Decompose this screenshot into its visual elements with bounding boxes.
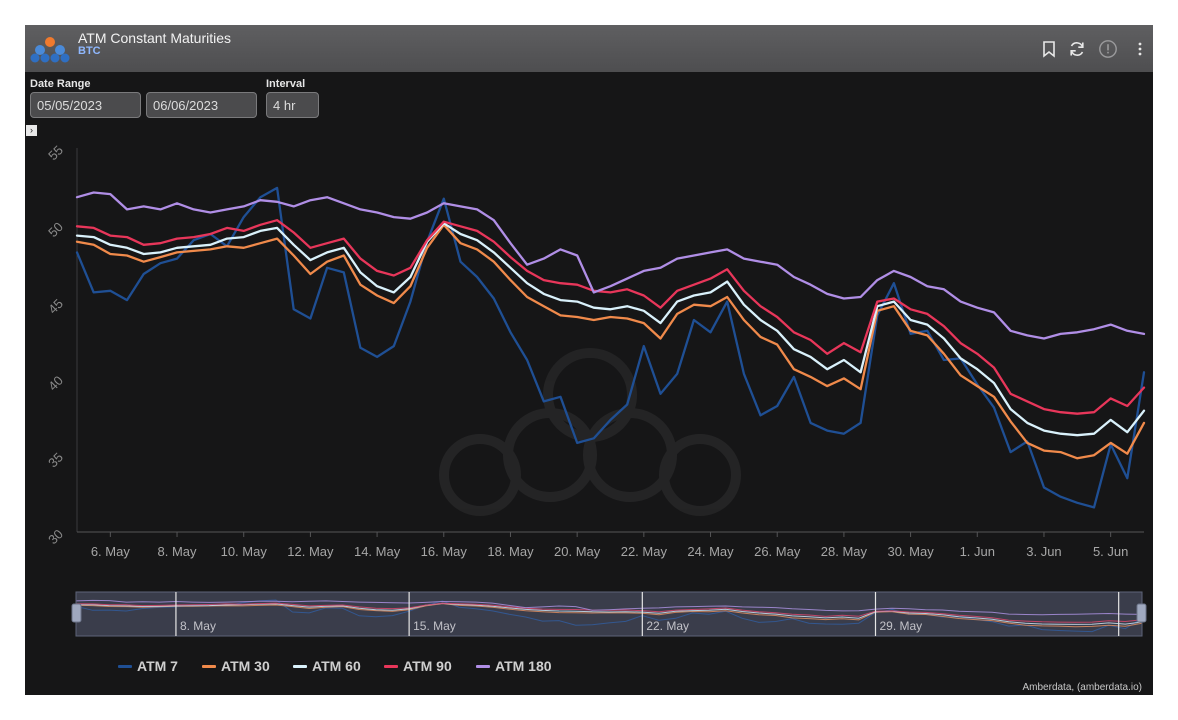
legend-label: ATM 90: [403, 658, 452, 674]
y-axis: 30 35 40 45 50 55: [45, 142, 66, 547]
y-tick-label: 40: [45, 373, 66, 394]
iv-line-chart: 30 35 40 45 50 55 6. May 8. May 10. May 12. May 1…: [45, 142, 1147, 637]
y-tick-label: 35: [45, 450, 66, 471]
navigator-background: [76, 592, 1142, 636]
legend-label: ATM 7: [137, 658, 178, 674]
x-tick-label: 5. Jun: [1093, 544, 1128, 559]
info-icon[interactable]: [1098, 39, 1118, 59]
y-tick-label: 50: [45, 219, 66, 240]
navigator-series-atm-60: [75, 602, 1143, 625]
x-tick-label: 3. Jun: [1026, 544, 1061, 559]
x-tick-label: 24. May: [687, 544, 734, 559]
widget-frame: ATM Constant Maturities BTC Date Range 0…: [25, 25, 1153, 695]
plot-grid: [76, 148, 1144, 533]
navigator-series-atm-30: [75, 603, 1143, 628]
legend-swatch: [118, 665, 132, 668]
watermark-logo: [439, 348, 741, 516]
x-tick-label: 16. May: [421, 544, 468, 559]
legend-swatch: [202, 665, 216, 668]
series-line-atm-7: [75, 186, 1146, 509]
series-line-atm-60: [75, 222, 1146, 437]
x-tick-label: 20. May: [554, 544, 601, 559]
interval-select[interactable]: 4 hr: [266, 92, 319, 118]
y-tick-label: 30: [45, 526, 66, 547]
title-bar: ATM Constant Maturities BTC: [25, 25, 1153, 72]
series-line-atm-30: [75, 223, 1146, 460]
legend-swatch: [476, 665, 490, 668]
refresh-icon[interactable]: [1067, 39, 1087, 59]
navigator-series: [75, 599, 1143, 633]
x-tick-label: 30. May: [887, 544, 934, 559]
x-tick-label: 1. Jun: [960, 544, 995, 559]
bookmark-icon[interactable]: [1039, 39, 1059, 59]
navigator-labels: 8. May 15. May 22. May 29. May: [175, 592, 1120, 636]
interval-label: Interval: [266, 78, 306, 90]
navigator-right-handle[interactable]: [1136, 603, 1147, 623]
x-tick-label: 12. May: [287, 544, 334, 559]
legend-swatch: [293, 665, 307, 668]
x-tick-label: 8. May: [158, 544, 198, 559]
date-range-label: Date Range: [30, 78, 91, 90]
widget-title: ATM Constant Maturities: [78, 30, 232, 46]
x-tick-label: 22. May: [621, 544, 668, 559]
end-date-input[interactable]: 06/06/2023: [146, 92, 257, 118]
series-line-atm-90: [75, 219, 1146, 415]
navigator-tick-label: 15. May: [413, 619, 456, 633]
y-tick-label: 55: [45, 142, 66, 163]
range-navigator[interactable]: 8. May 15. May 22. May 29. May: [71, 591, 1147, 637]
y-tick-label: 45: [45, 296, 66, 317]
navigator-tick-label: 29. May: [880, 619, 923, 633]
more-vertical-icon[interactable]: [1130, 39, 1150, 59]
x-tick-label: 28. May: [821, 544, 868, 559]
x-tick-label: 26. May: [754, 544, 801, 559]
chart-credits[interactable]: Amberdata, (amberdata.io): [1022, 682, 1142, 693]
navigator-series-atm-180: [75, 599, 1143, 616]
navigator-left-handle[interactable]: [71, 603, 82, 623]
navigator-tick-label: 8. May: [180, 619, 216, 633]
x-axis: 6. May 8. May 10. May 12. May 14. May 16. May…: [91, 532, 1128, 559]
series-line-atm-180: [75, 191, 1146, 340]
x-tick-label: 14. May: [354, 544, 401, 559]
logo-icon: [30, 37, 70, 63]
chevron-right-icon: ›: [30, 125, 33, 135]
asset-subtitle: BTC: [78, 45, 101, 57]
legend-swatch: [384, 665, 398, 668]
x-tick-label: 6. May: [91, 544, 131, 559]
expand-panel-button[interactable]: ›: [26, 125, 37, 136]
legend-label: ATM 60: [312, 658, 361, 674]
x-tick-label: 18. May: [487, 544, 534, 559]
legend-label: ATM 180: [495, 658, 552, 674]
navigator-tick-label: 22. May: [646, 619, 689, 633]
start-date-input[interactable]: 05/05/2023: [30, 92, 141, 118]
navigator-selection[interactable]: [75, 591, 1143, 637]
legend-label: ATM 30: [221, 658, 270, 674]
series-layer: [75, 186, 1146, 509]
x-tick-label: 10. May: [221, 544, 268, 559]
navigator-series-atm-90: [75, 602, 1143, 623]
